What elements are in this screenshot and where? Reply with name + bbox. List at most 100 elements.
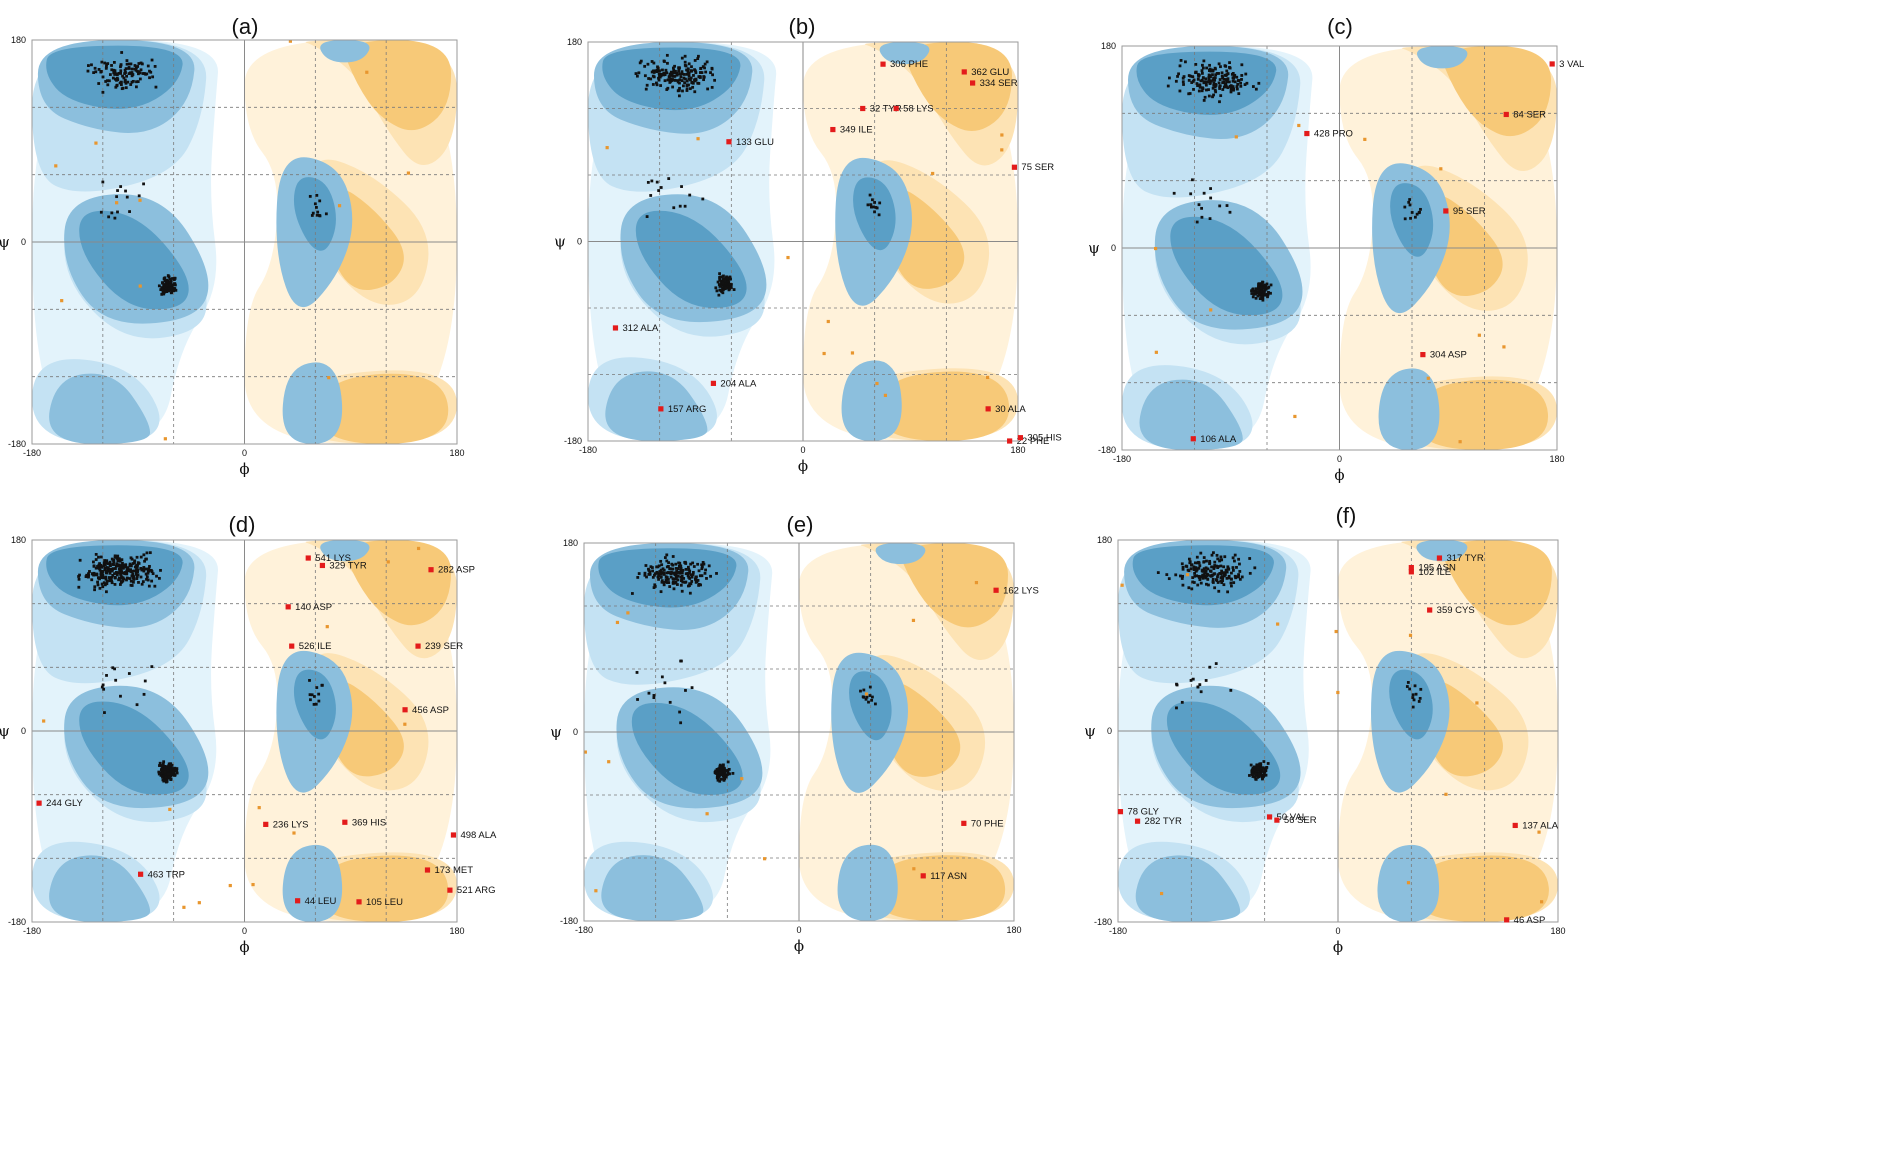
glycine-point <box>1475 701 1479 705</box>
residue-point <box>110 581 114 585</box>
residue-point <box>649 194 653 197</box>
residue-point <box>86 575 90 579</box>
residue-point <box>1262 285 1265 288</box>
residue-point <box>88 570 91 573</box>
residue-point <box>116 564 120 568</box>
residue-point <box>1218 87 1222 90</box>
residue-point <box>671 577 675 581</box>
residue-point <box>868 193 872 197</box>
residue-point <box>124 67 128 71</box>
residue-point <box>1208 63 1211 67</box>
residue-point <box>1213 564 1217 567</box>
allowed-region <box>1414 379 1549 450</box>
residue-point <box>1216 581 1220 584</box>
residue-point <box>1204 679 1208 682</box>
residue-point <box>702 75 706 78</box>
residue-point <box>718 763 722 767</box>
residue-point <box>694 576 698 580</box>
residue-point <box>311 211 315 215</box>
outlier-point <box>1420 352 1426 358</box>
residue-point <box>1256 775 1260 779</box>
residue-point <box>1225 204 1229 207</box>
residue-point <box>719 777 723 781</box>
residue-point <box>148 76 151 80</box>
residue-point <box>1419 207 1422 211</box>
residue-point <box>158 576 161 580</box>
residue-point <box>111 573 115 577</box>
residue-point <box>165 278 169 282</box>
y-axis-label: ψ <box>1088 239 1100 257</box>
residue-point <box>1214 564 1218 568</box>
residue-point <box>101 570 105 573</box>
residue-point <box>136 568 140 572</box>
outlier-label: 306 PHE <box>890 59 928 70</box>
residue-point <box>660 563 664 567</box>
residue-point <box>1239 81 1242 85</box>
residue-point <box>1253 768 1256 772</box>
residue-point <box>728 283 732 286</box>
glycine-point <box>875 381 879 386</box>
glycine-point <box>327 376 331 380</box>
residue-point <box>666 61 669 65</box>
residue-point <box>1165 573 1169 577</box>
allowed-region <box>1417 46 1468 69</box>
residue-point <box>118 577 121 581</box>
residue-point <box>715 771 719 775</box>
outlier-label: 95 SER <box>1453 206 1486 217</box>
x-axis-label: ϕ <box>1334 466 1344 484</box>
residue-point <box>672 206 676 210</box>
x-axis-label: ϕ <box>798 457 808 475</box>
residue-point <box>1264 773 1268 777</box>
residue-point <box>1223 571 1226 575</box>
residue-point <box>721 288 725 292</box>
glycine-point <box>325 625 329 629</box>
residue-point <box>1188 560 1192 564</box>
x-tick-label: 0 <box>242 926 247 936</box>
residue-point <box>1211 73 1214 77</box>
residue-point <box>1222 85 1226 89</box>
residue-point <box>148 551 152 555</box>
residue-point <box>648 572 652 576</box>
glycine-point <box>626 611 630 615</box>
residue-point <box>169 279 173 283</box>
residue-point <box>1238 577 1242 581</box>
residue-point <box>148 69 151 73</box>
outlier-point <box>993 587 999 593</box>
residue-point <box>126 80 130 84</box>
residue-point <box>1181 574 1185 578</box>
residue-point <box>878 201 882 205</box>
residue-point <box>869 203 873 207</box>
residue-point <box>688 571 691 575</box>
residue-point <box>1217 72 1220 75</box>
residue-point <box>114 678 118 682</box>
residue-point <box>680 570 684 574</box>
outlier-point <box>880 61 886 67</box>
residue-point <box>677 561 681 565</box>
residue-point <box>1198 83 1202 87</box>
residue-point <box>1231 85 1235 88</box>
residue-point <box>1195 574 1199 578</box>
outlier-point <box>450 832 457 838</box>
residue-point <box>867 700 870 704</box>
residue-point <box>657 72 661 76</box>
residue-point <box>151 75 155 79</box>
glycine-point <box>974 580 979 585</box>
residue-point <box>693 59 697 62</box>
residue-point <box>664 575 668 579</box>
outlier-label: 44 LEU <box>305 896 337 907</box>
residue-point <box>1219 555 1223 559</box>
residue-point <box>1213 88 1217 92</box>
residue-point <box>129 556 133 560</box>
residue-point <box>161 762 165 766</box>
residue-point <box>690 80 694 84</box>
residue-point <box>1221 579 1224 583</box>
residue-point <box>1212 76 1215 80</box>
residue-point <box>672 587 676 591</box>
residue-point <box>103 61 107 65</box>
residue-point <box>664 68 668 72</box>
residue-point <box>1229 90 1233 94</box>
allowed-region <box>1390 183 1434 257</box>
residue-point <box>1236 79 1240 82</box>
residue-point <box>97 82 101 85</box>
residue-point <box>870 698 874 702</box>
